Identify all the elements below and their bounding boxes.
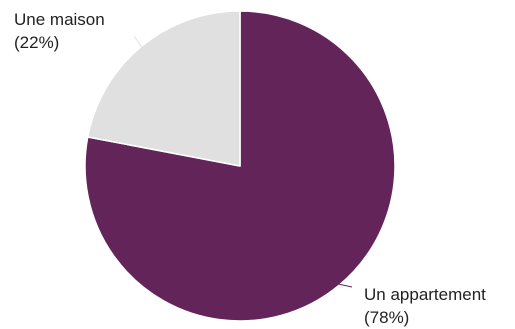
slice-label-appartement-name: Un appartement [364,285,486,304]
slice-label-maison: Une maison (22%) [14,10,109,52]
leader-line-maison [133,35,143,49]
pie-slice-appartement [84,10,396,322]
pie-slices [84,10,396,322]
slice-label-appartement: Un appartement (78%) [364,285,491,327]
slice-label-appartement-percent: (78%) [364,308,409,327]
slice-label-maison-name: Une maison [14,10,105,29]
leader-lines [133,35,353,288]
leader-line-appartement [337,283,353,288]
slice-label-maison-percent: (22%) [14,33,59,52]
